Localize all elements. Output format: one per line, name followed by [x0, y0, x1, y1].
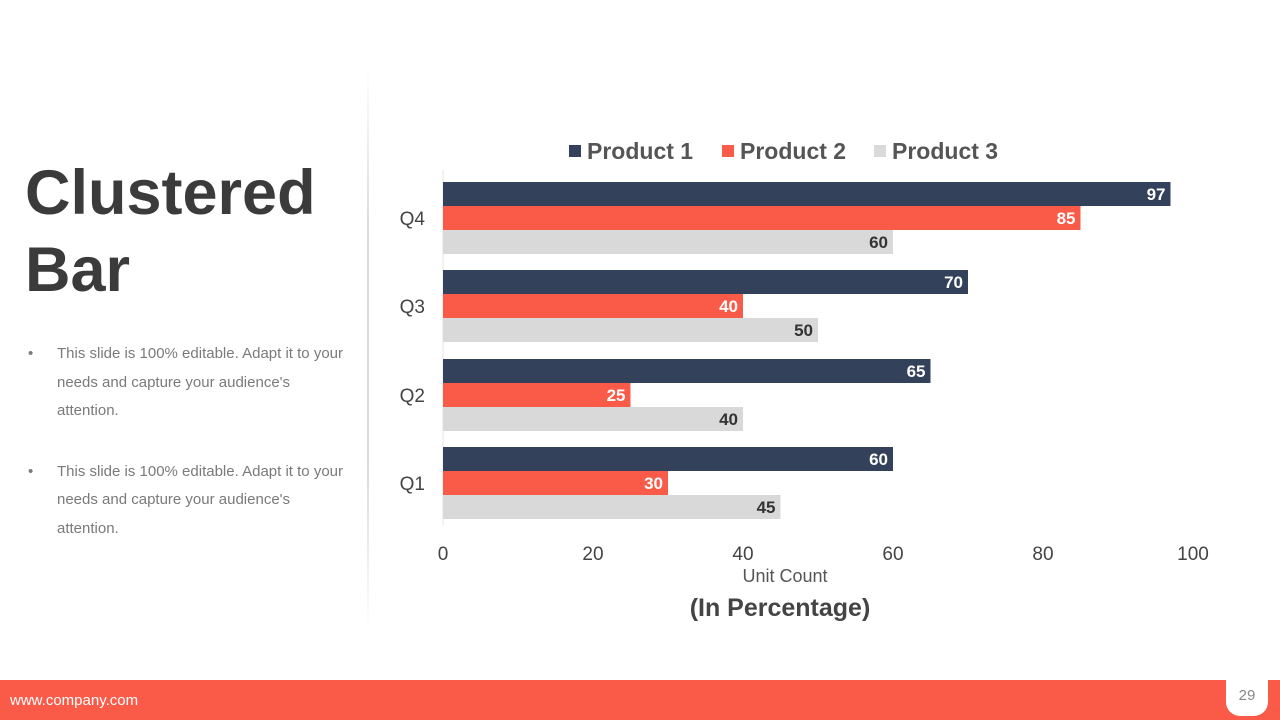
data-label: 60 — [869, 450, 888, 469]
category-label: Q3 — [400, 297, 425, 318]
data-label: 60 — [869, 233, 888, 252]
x-tick-label: 80 — [1032, 544, 1053, 565]
data-label: 40 — [719, 297, 738, 316]
page-number: 29 — [1226, 672, 1268, 716]
x-tick-label: 40 — [732, 544, 753, 565]
bar-q1-series-2 — [443, 471, 668, 495]
category-label: Q1 — [400, 474, 425, 495]
category-label: Q4 — [400, 209, 426, 230]
x-tick-label: 60 — [882, 544, 903, 565]
data-label: 50 — [794, 321, 813, 340]
x-tick-label: 20 — [582, 544, 603, 565]
bullet-list: This slide is 100% editable. Adapt it to… — [28, 340, 348, 575]
chart-subtitle: (In Percentage) — [690, 594, 871, 622]
x-axis-title: Unit Count — [742, 566, 827, 586]
title-line-2: Bar — [25, 235, 131, 305]
bullet-item: This slide is 100% editable. Adapt it to… — [28, 340, 348, 426]
bar-q4-series-2 — [443, 206, 1081, 230]
bar-q2-series-3 — [443, 407, 743, 431]
data-label: 40 — [719, 410, 738, 429]
footer-url[interactable]: www.company.com — [10, 692, 139, 709]
x-tick-label: 0 — [438, 544, 449, 565]
data-label: 97 — [1147, 185, 1166, 204]
data-label: 65 — [907, 362, 926, 381]
bar-q1-series-1 — [443, 447, 893, 471]
x-tick-label: 100 — [1177, 544, 1209, 565]
data-label: 85 — [1057, 209, 1076, 228]
category-label: Q2 — [400, 386, 425, 407]
bar-q3-series-1 — [443, 270, 968, 294]
title-line-1: Clustered — [25, 158, 316, 228]
legend-label: Product 3 — [892, 138, 998, 164]
bar-q2-series-2 — [443, 383, 631, 407]
bullet-item: This slide is 100% editable. Adapt it to… — [28, 458, 348, 544]
legend-swatch — [722, 145, 734, 157]
bar-q3-series-3 — [443, 318, 818, 342]
clustered-bar-chart: 60 30 45 Q1 65 25 40 Q2 70 40 50 Q3 97 85 60 Q4 0 20 40 60 8… — [400, 138, 1209, 622]
vertical-divider — [367, 66, 369, 632]
data-label: 45 — [757, 498, 776, 517]
footer-bar: www.company.com — [0, 680, 1280, 720]
slide-title: Clustered Bar — [25, 155, 316, 309]
bar-q4-series-3 — [443, 230, 893, 254]
bar-q1-series-3 — [443, 495, 781, 519]
legend-swatch — [569, 145, 581, 157]
bar-q3-series-2 — [443, 294, 743, 318]
legend-label: Product 2 — [740, 138, 846, 164]
legend-label: Product 1 — [587, 138, 693, 164]
data-label: 70 — [944, 273, 963, 292]
bar-q2-series-1 — [443, 359, 931, 383]
bar-q4-series-1 — [443, 182, 1171, 206]
data-label: 30 — [644, 474, 663, 493]
data-label: 25 — [607, 386, 626, 405]
legend-swatch — [874, 145, 886, 157]
